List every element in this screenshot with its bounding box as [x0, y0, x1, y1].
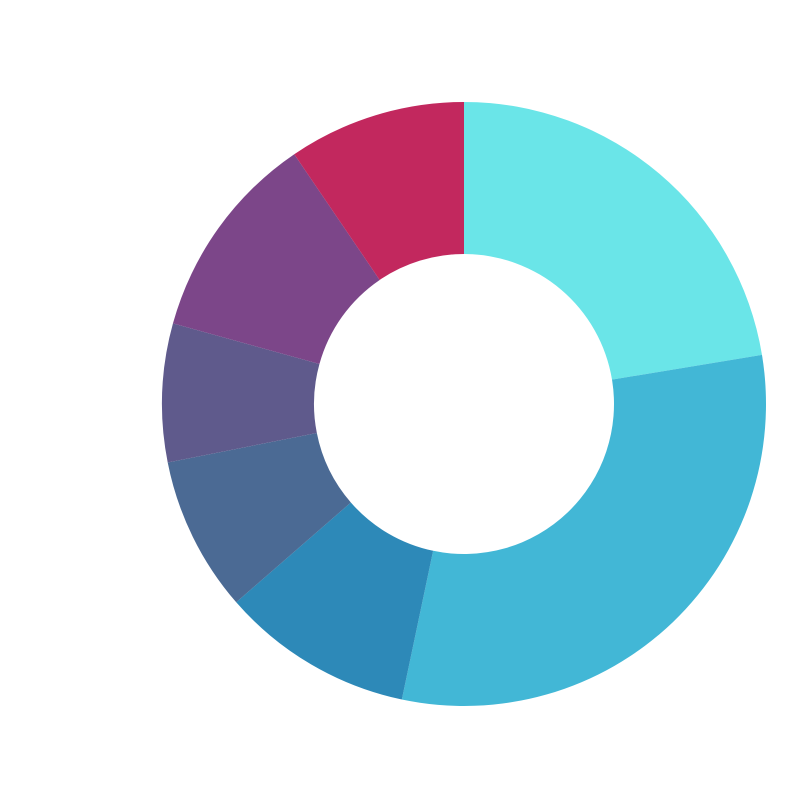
donut-slice-1: [464, 102, 762, 380]
donut-slice-3: [236, 502, 434, 700]
donut-slice-7: [294, 102, 464, 280]
slices-group: [162, 102, 766, 706]
donut-slice-5: [162, 323, 320, 463]
donut-slice-4: [167, 433, 351, 603]
donut-slice-6: [172, 154, 380, 364]
donut-slice-2: [401, 354, 766, 706]
